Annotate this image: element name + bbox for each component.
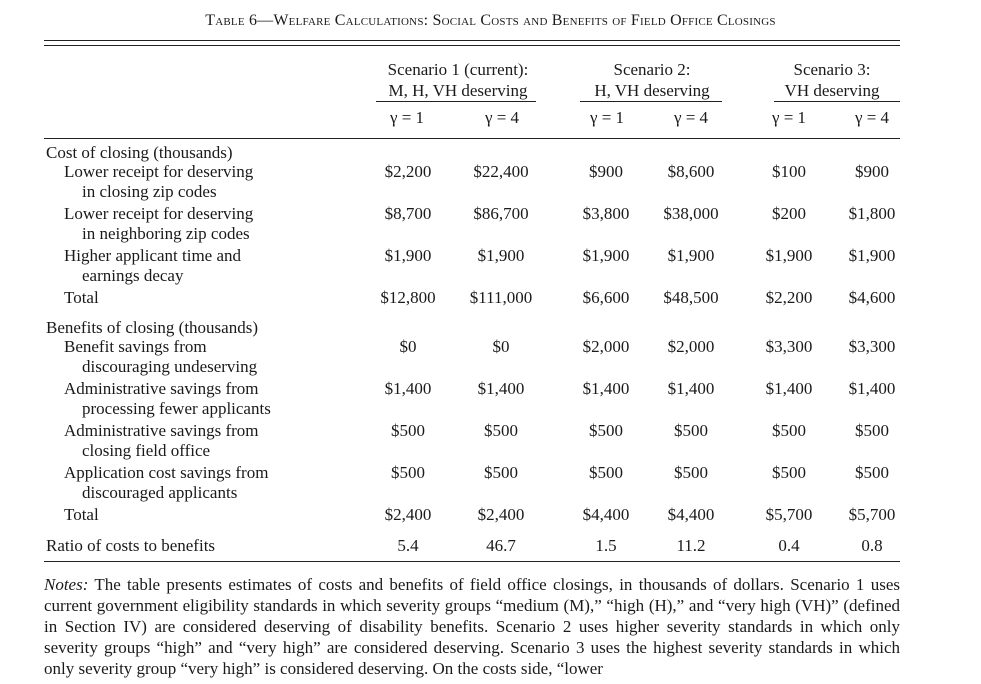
table-notes: Notes: The table presents estimates of c… [44, 574, 900, 679]
gamma-label: γ = 4 [854, 108, 890, 127]
scenario-2-line1: Scenario 2: [613, 60, 691, 79]
table-cell: $1,400 [582, 379, 630, 398]
table-cell: $500 [391, 463, 425, 482]
table-cell: $8,700 [384, 204, 432, 223]
scenario-3-underline [774, 101, 900, 102]
table-cell: $1,900 [848, 246, 896, 265]
table-cell: 46.7 [486, 536, 516, 555]
table-cell: $2,000 [667, 337, 715, 356]
gamma-label: γ = 1 [389, 108, 425, 127]
table-cell: $500 [855, 463, 889, 482]
table-cell: $500 [589, 463, 623, 482]
notes-text: The table presents estimates of costs an… [44, 575, 900, 678]
scenario-1-line2: M, H, VH deserving [388, 81, 528, 100]
table-cell: $8,600 [667, 162, 715, 181]
table-cell: $500 [855, 421, 889, 440]
table-cell: 5.4 [397, 536, 419, 555]
table-cell: $100 [772, 162, 806, 181]
scenario-3-line2: VH deserving [784, 81, 880, 100]
table-cell: $1,900 [667, 246, 715, 265]
table-cell: $500 [674, 463, 708, 482]
table-cell: $500 [772, 463, 806, 482]
scenario-2-line2: H, VH deserving [594, 81, 710, 100]
scenario-1-header: Scenario 1 (current): M, H, VH deserving [370, 59, 546, 101]
table-cell: $2,000 [582, 337, 630, 356]
table-cell: $900 [855, 162, 889, 181]
table-cell: $900 [589, 162, 623, 181]
table-cell: $12,800 [380, 288, 436, 307]
table-cell: $38,000 [663, 204, 719, 223]
top-rule-1 [44, 40, 900, 42]
scenario-3-header: Scenario 3: VH deserving [762, 59, 902, 101]
table-cell: $4,400 [667, 505, 715, 524]
table-cell: $3,800 [582, 204, 630, 223]
table-cell: $500 [484, 421, 518, 440]
table-cell: $0 [399, 337, 417, 356]
gamma-label: γ = 4 [673, 108, 709, 127]
table-cell: $2,200 [384, 162, 432, 181]
section-header-benefits: Benefits of closing (thousands) [46, 318, 258, 337]
table-cell: $4,600 [848, 288, 896, 307]
row-label: Administrative savings from closing field… [64, 421, 259, 460]
table-cell: $1,400 [848, 379, 896, 398]
table-cell: $2,400 [477, 505, 525, 524]
table-cell: $500 [674, 421, 708, 440]
notes-lead: Notes: [44, 575, 89, 594]
table-cell: $3,300 [848, 337, 896, 356]
table-cell: $86,700 [473, 204, 529, 223]
header-rule [44, 138, 900, 139]
table-cell: $500 [484, 463, 518, 482]
table-cell: $1,400 [765, 379, 813, 398]
row-label: Ratio of costs to benefits [46, 536, 216, 555]
table-cell: $1,900 [384, 246, 432, 265]
row-label: Benefit savings from discouraging undeser… [64, 337, 258, 376]
table-cell: $111,000 [469, 288, 533, 307]
table-cell: $1,400 [384, 379, 432, 398]
table-cell: $3,300 [765, 337, 813, 356]
scenario-1-underline [376, 101, 536, 102]
row-label: Total [64, 288, 99, 307]
scenario-1-line1: Scenario 1 (current): [387, 60, 529, 79]
scenario-3-line1: Scenario 3: [793, 60, 871, 79]
table-cell: $1,400 [667, 379, 715, 398]
table-cell: $1,400 [477, 379, 525, 398]
row-label: Lower receipt for deserving in neighborin… [64, 204, 254, 243]
section-header-costs: Cost of closing (thousands) [46, 143, 233, 162]
table-cell: $0 [492, 337, 510, 356]
bottom-rule [44, 561, 900, 562]
row-label: Total [64, 505, 99, 524]
gamma-label: γ = 1 [771, 108, 807, 127]
table-cell: $5,700 [848, 505, 896, 524]
table-cell: $500 [772, 421, 806, 440]
row-label: Application cost savings from discouraged… [64, 463, 269, 502]
table-title: Table 6—Welfare Calculations: Social Cos… [205, 12, 776, 29]
table-cell: $1,900 [582, 246, 630, 265]
table-cell: $1,800 [848, 204, 896, 223]
scenario-2-underline [580, 101, 722, 102]
table-cell: $22,400 [473, 162, 529, 181]
table-cell: $5,700 [765, 505, 813, 524]
table-cell: 0.4 [778, 536, 800, 555]
table-cell: $2,200 [765, 288, 813, 307]
table-cell: $1,900 [765, 246, 813, 265]
table-cell: $200 [772, 204, 806, 223]
row-label: Lower receipt for deserving in closing zi… [64, 162, 254, 201]
table-cell: $4,400 [582, 505, 630, 524]
table-cell: $500 [589, 421, 623, 440]
table-cell: 0.8 [861, 536, 883, 555]
row-label: Higher applicant time and earnings decay [64, 246, 242, 285]
table-cell: $1,900 [477, 246, 525, 265]
table-cell: $2,400 [384, 505, 432, 524]
gamma-label: γ = 1 [589, 108, 625, 127]
gamma-label: γ = 4 [484, 108, 520, 127]
table-cell: 11.2 [676, 536, 706, 555]
table-cell: $48,500 [663, 288, 719, 307]
table-cell: $6,600 [582, 288, 630, 307]
scenario-2-header: Scenario 2: H, VH deserving [572, 59, 732, 101]
row-label: Administrative savings from processing fe… [64, 379, 271, 418]
table-cell: 1.5 [595, 536, 617, 555]
table-cell: $500 [391, 421, 425, 440]
top-rule-2 [44, 45, 900, 47]
